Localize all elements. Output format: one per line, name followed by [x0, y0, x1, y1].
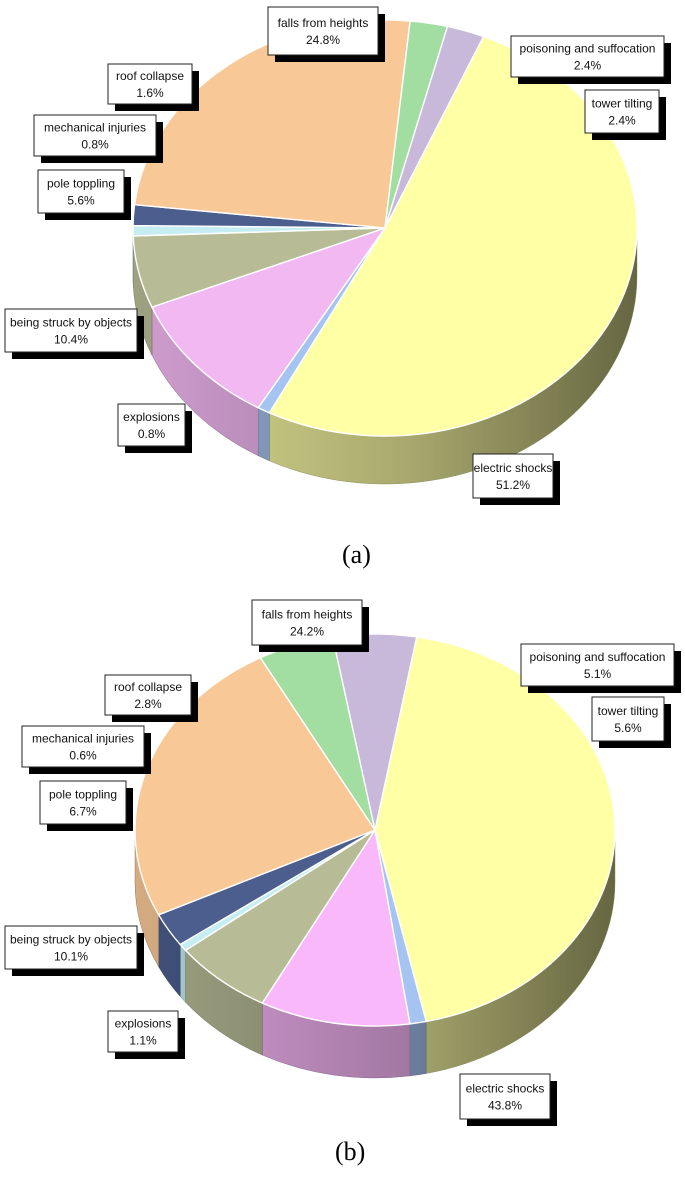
label-box	[107, 1010, 179, 1053]
label-box	[584, 89, 660, 134]
label-name: explosions	[115, 1017, 172, 1031]
label-value: 24.2%	[290, 625, 324, 639]
label-name: poisoning and suffocation	[520, 42, 656, 56]
chart-caption: (a)	[342, 540, 371, 569]
label-name: mechanical injuries	[44, 121, 146, 135]
label-pole-toppling: pole toppling 5.6%	[37, 169, 131, 220]
chart-caption: (b)	[335, 1137, 365, 1166]
pie-chart-a: electric shocks 51.2% explosions 0.8% being …	[4, 6, 671, 569]
label-box	[510, 35, 665, 78]
label-box	[267, 6, 379, 56]
label-name: tower tilting	[598, 704, 659, 718]
label-value: 43.8%	[488, 1099, 522, 1113]
label-box	[4, 925, 138, 970]
label-value: 1.6%	[136, 86, 164, 100]
label-value: 2.4%	[608, 114, 636, 128]
label-name: tower tilting	[592, 97, 653, 111]
label-value: 2.8%	[134, 697, 162, 711]
label-name: explosions	[123, 410, 180, 424]
label-tower-tilting: tower tilting 5.6%	[591, 696, 671, 748]
label-value: 10.1%	[54, 950, 88, 964]
slice-side-mechanical-injuries	[179, 943, 186, 1003]
label-box	[37, 169, 125, 214]
label-explosions: explosions 1.1%	[107, 1010, 185, 1059]
label-value: 6.7%	[69, 805, 97, 819]
label-name: electric shocks	[474, 461, 553, 475]
label-roof-collapse: roof collapse 1.6%	[107, 63, 199, 111]
slice-being-struck-by-objects	[261, 828, 411, 1027]
label-value: 5.6%	[614, 721, 642, 735]
label-box	[459, 1073, 551, 1120]
label-electric-shocks: electric shocks 43.8%	[459, 1073, 557, 1126]
pie-chart-b: electric shocks 43.8% explosions 1.1% being …	[4, 599, 681, 1166]
label-value: 2.4%	[574, 59, 602, 73]
label-mechanical-injuries: mechanical injuries 0.8%	[33, 114, 163, 163]
label-name: pole toppling	[49, 788, 117, 802]
label-box	[4, 308, 138, 353]
label-name: poisoning and suffocation	[530, 650, 666, 664]
label-value: 1.1%	[129, 1034, 157, 1048]
label-mechanical-injuries: mechanical injuries 0.6%	[21, 725, 151, 774]
label-value: 0.8%	[138, 427, 166, 441]
label-name: being struck by objects	[10, 933, 132, 947]
label-box	[472, 453, 554, 499]
label-value: 0.8%	[81, 138, 109, 152]
label-box	[39, 780, 127, 825]
label-name: roof collapse	[114, 680, 182, 694]
label-value: 10.4%	[54, 333, 88, 347]
slice-tower-tilting	[384, 25, 485, 229]
label-name: pole toppling	[47, 177, 115, 191]
label-box	[591, 696, 665, 742]
label-value: 51.2%	[496, 478, 530, 492]
label-being-struck-by-objects: being struck by objects 10.4%	[4, 308, 144, 359]
label-electric-shocks: electric shocks 51.2%	[472, 453, 560, 505]
slice-electric-shocks	[268, 35, 638, 437]
label-pole-toppling: pole toppling 6.7%	[39, 780, 133, 831]
label-name: falls from heights	[262, 608, 353, 622]
label-value: 5.6%	[67, 194, 95, 208]
label-falls-from-heights: falls from heights 24.2%	[251, 599, 369, 652]
label-value: 0.6%	[69, 749, 97, 763]
label-box	[117, 403, 186, 447]
label-name: roof collapse	[116, 69, 184, 83]
label-falls-from-heights: falls from heights 24.8%	[267, 6, 385, 62]
label-box	[21, 725, 145, 768]
label-value: 5.1%	[584, 667, 612, 681]
label-box	[520, 643, 675, 687]
label-name: being struck by objects	[10, 316, 132, 330]
label-name: mechanical injuries	[32, 732, 134, 746]
label-poisoning-and-suffocation: poisoning and suffocation 2.4%	[510, 35, 671, 84]
label-box	[107, 63, 193, 105]
label-name: falls from heights	[278, 16, 369, 30]
slice-side-explosions	[258, 407, 270, 462]
label-being-struck-by-objects: being struck by objects 10.1%	[4, 925, 144, 976]
label-roof-collapse: roof collapse 2.8%	[104, 674, 198, 722]
label-box	[104, 674, 192, 716]
slice-side-explosions	[409, 1021, 427, 1077]
label-tower-tilting: tower tilting 2.4%	[584, 89, 666, 140]
label-box	[251, 599, 363, 646]
label-value: 24.8%	[306, 33, 340, 47]
label-explosions: explosions 0.8%	[117, 403, 192, 453]
label-poisoning-and-suffocation: poisoning and suffocation 5.1%	[520, 643, 681, 693]
label-box	[33, 114, 157, 157]
slice-electric-shocks	[374, 636, 616, 1023]
label-name: electric shocks	[466, 1082, 545, 1096]
slice-being-struck-by-objects	[150, 226, 387, 409]
